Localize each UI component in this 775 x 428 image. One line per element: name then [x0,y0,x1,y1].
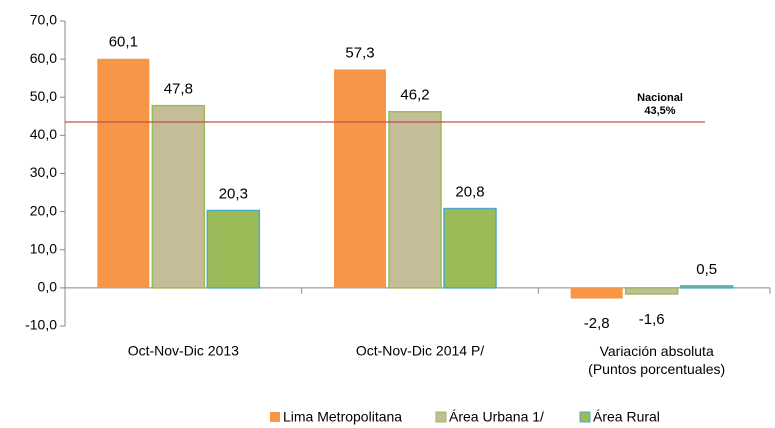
legend-swatch [435,411,447,423]
legend-label: Área Rural [593,409,660,425]
value-label: 20,8 [455,184,484,201]
bar [679,285,734,289]
bar [97,58,150,288]
y-tick-label: 40,0 [30,126,57,142]
value-label: 47,8 [164,81,193,98]
value-label: -2,8 [584,315,610,332]
legend-label: Lima Metropolitana [283,409,402,425]
y-tick-label: -10,0 [25,317,57,333]
value-label: 20,3 [219,185,248,202]
value-label: -1,6 [639,311,665,328]
y-tick-label: 10,0 [30,240,57,256]
value-label: 57,3 [345,44,374,61]
reference-label: Nacional [637,92,683,104]
y-tick-label: 70,0 [30,12,57,28]
x-tick-label: Oct-Nov-Dic 2014 P/ [356,343,484,359]
bar [334,69,386,288]
bar [570,287,623,299]
value-label: 60,1 [109,34,138,51]
bar [388,110,442,289]
value-label: 46,2 [400,87,429,104]
bar [206,209,261,289]
bar [151,104,206,289]
y-tick-label: 60,0 [30,50,57,66]
legend-label: Área Urbana 1/ [449,409,544,425]
y-tick-label: 50,0 [30,88,57,104]
bar [443,207,497,289]
legend-swatch [579,411,591,423]
x-tick-label: Oct-Nov-Dic 2013 [128,343,239,359]
y-tick-label: 0,0 [38,279,58,295]
value-label: 0,5 [696,261,717,278]
y-tick-label: 20,0 [30,202,57,218]
bar [624,287,679,295]
y-tick-label: 30,0 [30,164,57,180]
x-tick-label: Variación absoluta (Puntos porcentuales) [588,343,725,377]
legend-swatch [270,412,280,422]
reference-value: 43,5% [644,105,675,117]
